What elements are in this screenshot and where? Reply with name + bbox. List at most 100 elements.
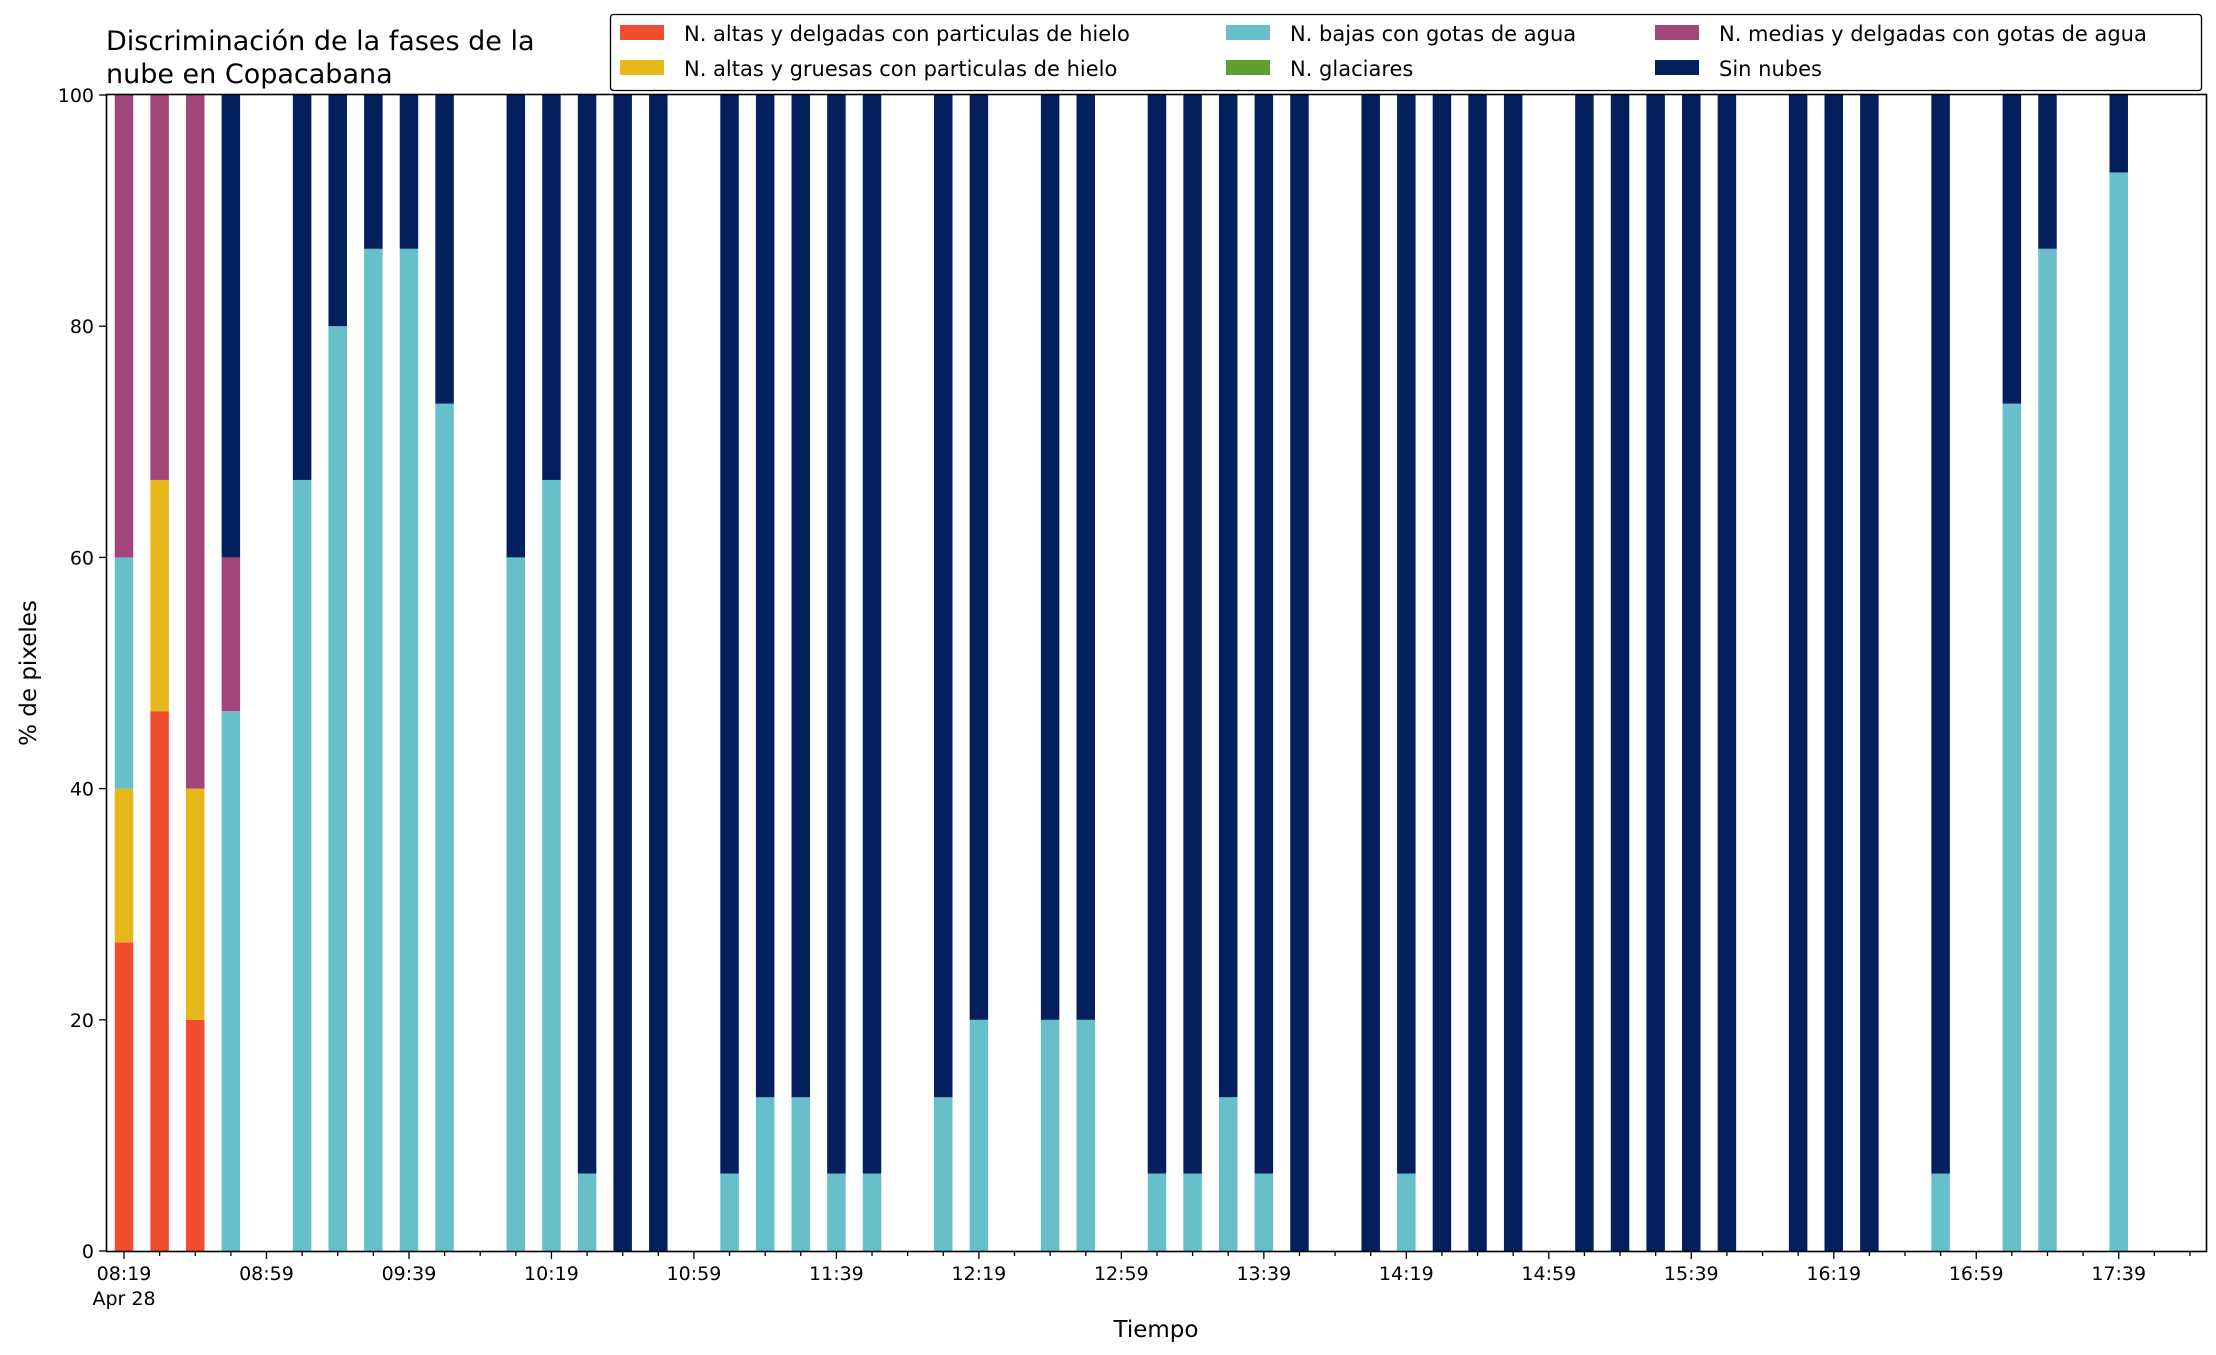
y-axis-ticks: 0 20 40 60 80 100	[58, 85, 107, 1263]
bar-segment	[1397, 1173, 1416, 1251]
bar-segment	[577, 95, 597, 1174]
bar-segment	[1076, 1019, 1095, 1251]
bar-segment	[185, 788, 205, 1020]
x-axis-ticks: 08:19 Apr 28 08:59 09:39 10:19 10:59 11:39 12:1…	[92, 1251, 2191, 1310]
x-tick-label: 15:39	[1664, 1263, 1719, 1285]
x-tick-label: 14:19	[1379, 1263, 1434, 1285]
bar-segment	[613, 95, 632, 1251]
bar-segment	[1290, 95, 1309, 1251]
bar-segment	[720, 1173, 739, 1251]
x-tick-label: 16:19	[1806, 1263, 1861, 1285]
legend-label: N. altas y gruesas con particulas de hie…	[684, 57, 1117, 81]
x-tick-label: 10:19	[524, 1263, 579, 1285]
bar-segment	[791, 95, 811, 1098]
x-tick-label: 10:59	[667, 1263, 722, 1285]
bar-segment	[114, 95, 134, 558]
x-axis-label: Tiempo	[1113, 1317, 1199, 1343]
bar-segment	[934, 95, 953, 1098]
legend-frame	[609, 13, 2203, 92]
bar-segment	[328, 95, 347, 327]
bar-segment	[1254, 1173, 1274, 1251]
x-tick-label: 12:19	[951, 1263, 1006, 1285]
chart-title-line-2: nube en Copacabana	[106, 59, 393, 90]
bar-segment	[2002, 95, 2022, 404]
bar-segment	[150, 479, 169, 712]
bar-segment	[862, 95, 882, 1174]
bar-segment	[2038, 95, 2057, 249]
legend-label: N. altas y delgadas con particulas de hi…	[684, 22, 1130, 46]
bar-segment	[292, 479, 312, 1251]
legend-swatch	[1655, 25, 1699, 40]
bar-segment	[399, 95, 419, 249]
bar-segment	[542, 95, 561, 480]
bar-segment	[1218, 95, 1238, 1098]
bar-segment	[649, 95, 668, 1251]
chart-title-line-1: Discriminación de la fases de la	[106, 26, 535, 57]
bar-segment	[1361, 95, 1380, 1251]
bar-segment	[1040, 1019, 1060, 1251]
y-tick-label: 40	[70, 779, 94, 801]
x-tick-label: 13:39	[1236, 1263, 1291, 1285]
x-tick-label: 16:59	[1949, 1263, 2004, 1285]
x-tick-label: 14:59	[1521, 1263, 1576, 1285]
bar-segment	[1788, 95, 1808, 1251]
y-tick-label: 100	[58, 85, 94, 107]
bar-segment	[862, 1173, 882, 1251]
y-tick-label: 80	[70, 316, 94, 338]
bar-segment	[435, 403, 454, 1251]
bar-segment	[114, 788, 134, 943]
bar-segment	[185, 95, 205, 789]
bar-segment	[1931, 1173, 1950, 1251]
bar-segment	[1147, 95, 1167, 1174]
bar-segment	[1040, 95, 1060, 1020]
bars-layer	[114, 95, 2128, 1252]
legend-label: N. bajas con gotas de agua	[1290, 22, 1576, 46]
bar-segment	[1147, 1173, 1167, 1251]
bar-segment	[1076, 95, 1095, 1020]
bar-segment	[1717, 95, 1737, 1251]
bar-segment	[755, 95, 775, 1098]
bar-segment	[1682, 95, 1701, 1251]
legend-swatch	[1226, 25, 1270, 40]
bar-segment	[542, 479, 561, 1251]
bar-segment	[1468, 95, 1487, 1251]
bar-segment	[150, 711, 169, 1251]
bar-segment	[328, 326, 347, 1251]
y-tick-label: 20	[70, 1010, 94, 1032]
bar-segment	[506, 557, 526, 1251]
legend-swatch	[1655, 60, 1699, 75]
bar-segment	[1254, 95, 1274, 1174]
x-tick-label: 11:39	[809, 1263, 864, 1285]
bar-segment	[364, 248, 383, 1251]
bar-segment	[2109, 172, 2128, 1252]
bar-segment	[292, 95, 312, 480]
y-tick-label: 0	[82, 1241, 94, 1263]
bar-segment	[399, 248, 419, 1251]
x-tick-label: 12:59	[1094, 1263, 1149, 1285]
bar-segment	[185, 1019, 205, 1251]
bar-segment	[435, 95, 454, 404]
bar-segment	[969, 95, 989, 1020]
bar-segment	[1860, 95, 1879, 1251]
y-axis-label: % de pixeles	[16, 600, 42, 746]
bar-segment	[934, 1097, 953, 1251]
bar-segment	[150, 95, 169, 480]
legend-label: N. medias y delgadas con gotas de agua	[1719, 22, 2147, 46]
x-tick-label: 17:39	[2091, 1263, 2146, 1285]
bar-segment	[755, 1097, 775, 1251]
bar-segment	[221, 557, 241, 712]
x-tick-label: 09:39	[382, 1263, 437, 1285]
legend-label: Sin nubes	[1719, 57, 1822, 81]
bar-segment	[969, 1019, 989, 1251]
x-tick-sublabel: Apr 28	[92, 1288, 155, 1310]
bar-segment	[2109, 95, 2128, 173]
bar-segment	[827, 1173, 846, 1251]
y-tick-label: 60	[70, 547, 94, 569]
bar-segment	[221, 95, 241, 558]
bar-segment	[1824, 95, 1844, 1251]
bar-segment	[114, 942, 134, 1251]
bar-segment	[791, 1097, 811, 1251]
bar-segment	[1183, 1173, 1202, 1251]
legend-label: N. glaciares	[1290, 57, 1413, 81]
bar-segment	[1931, 95, 1950, 1174]
